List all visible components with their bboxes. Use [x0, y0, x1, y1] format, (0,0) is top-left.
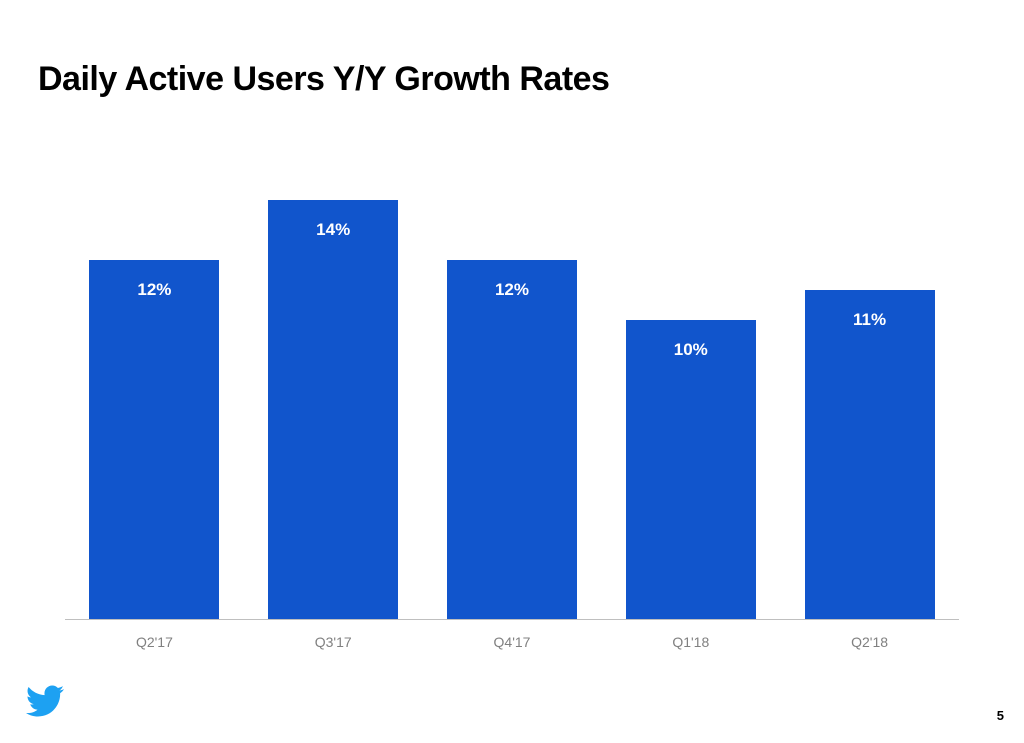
x-label-slot: Q1'18	[601, 634, 780, 652]
x-label: Q4'17	[494, 634, 531, 650]
bar-slot: 10%	[601, 200, 780, 620]
x-label-slot: Q4'17	[423, 634, 602, 652]
twitter-bird-icon	[22, 682, 68, 720]
bar-q2-17: 12%	[89, 260, 219, 620]
bar-value-label: 10%	[626, 340, 756, 360]
bar-value-label: 12%	[447, 280, 577, 300]
slide: Daily Active Users Y/Y Growth Rates 12% …	[0, 0, 1024, 743]
x-label: Q2'18	[851, 634, 888, 650]
bar-q4-17: 12%	[447, 260, 577, 620]
bar-slot: 12%	[423, 200, 602, 620]
bar-value-label: 11%	[805, 310, 935, 330]
twitter-logo-icon	[22, 682, 68, 725]
bar-q2-18: 11%	[805, 290, 935, 620]
x-label-slot: Q2'18	[780, 634, 959, 652]
x-label-slot: Q3'17	[244, 634, 423, 652]
x-label: Q2'17	[136, 634, 173, 650]
bar-q1-18: 10%	[626, 320, 756, 620]
bar-slot: 12%	[65, 200, 244, 620]
bar-group: 12% 14% 12% 10% 11%	[65, 200, 959, 620]
bar-chart: 12% 14% 12% 10% 11%	[65, 200, 959, 620]
bar-slot: 11%	[780, 200, 959, 620]
bar-value-label: 14%	[268, 220, 398, 240]
x-label: Q3'17	[315, 634, 352, 650]
bar-slot: 14%	[244, 200, 423, 620]
page-title: Daily Active Users Y/Y Growth Rates	[38, 60, 609, 99]
chart-baseline	[65, 619, 959, 620]
page-number: 5	[997, 708, 1004, 723]
bar-value-label: 12%	[89, 280, 219, 300]
x-label-slot: Q2'17	[65, 634, 244, 652]
bar-q3-17: 14%	[268, 200, 398, 620]
x-axis-labels: Q2'17 Q3'17 Q4'17 Q1'18 Q2'18	[65, 634, 959, 652]
x-label: Q1'18	[672, 634, 709, 650]
